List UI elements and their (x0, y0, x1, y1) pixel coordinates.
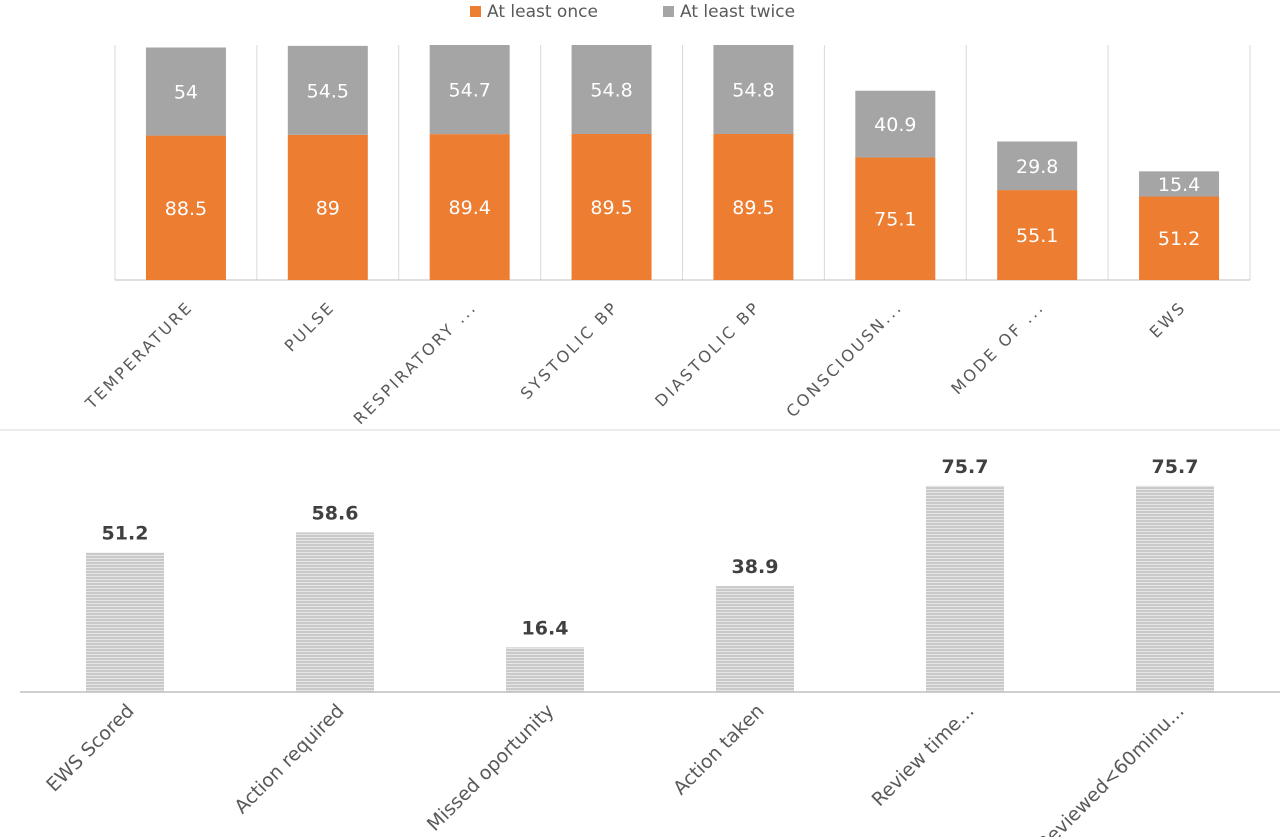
bar-at-least-twice-temperature (145, 47, 226, 136)
bar-at-least-twice-ews (1139, 171, 1220, 197)
data-label: 54.5 (307, 80, 349, 102)
bar-at-least-twice-pulse (287, 45, 368, 135)
data-label: 29.8 (1016, 156, 1058, 178)
bar-at-least-twice-respiratory (429, 45, 510, 135)
bar-at-least-once-mode-of (997, 190, 1078, 280)
data-label: 51.2 (1158, 228, 1200, 250)
x-tick-label: Missed oportunity (423, 700, 559, 836)
data-label: 75.1 (874, 209, 916, 231)
data-label: 75.7 (942, 456, 989, 478)
bar-action-taken (716, 586, 794, 692)
x-tick-label: PULSE (281, 297, 339, 355)
bar-action-required (296, 532, 374, 692)
legend-label: At least once (487, 2, 598, 22)
data-label: 75.7 (1152, 456, 1199, 478)
bar-review-time (926, 485, 1004, 692)
legend-label: At least twice (680, 2, 796, 22)
legend-item-at-least-twice: At least twice (663, 2, 795, 22)
bar-at-least-once-diastolic-bp (713, 133, 794, 280)
bar-reviewed-60minu (1136, 485, 1214, 692)
legend-swatch-orange (470, 6, 481, 17)
data-label: 51.2 (102, 523, 149, 545)
bar-at-least-once-systolic-bp (571, 133, 652, 280)
data-label: 88.5 (165, 198, 207, 220)
x-tick-label: EWS (1146, 297, 1190, 341)
data-label: 89.5 (590, 197, 632, 219)
x-tick-label: Action taken (669, 700, 768, 799)
bar-at-least-once-respiratory (429, 134, 510, 280)
data-label: 15.4 (1158, 174, 1200, 196)
x-tick-label: Action required (230, 700, 348, 818)
x-tick-label: Review time... (868, 700, 979, 811)
legend-item-at-least-once: At least once (470, 2, 598, 22)
data-label: 89.5 (732, 197, 774, 219)
bar-at-least-twice-mode-of (997, 141, 1078, 191)
x-tick-label: EWS Scored (42, 700, 138, 796)
data-label: 58.6 (312, 502, 359, 524)
bar-at-least-twice-systolic-bp (571, 45, 652, 134)
bar-at-least-once-pulse (287, 134, 368, 280)
bar-at-least-once-ews (1139, 196, 1220, 280)
data-label: 89 (316, 197, 340, 219)
bar-ews-scored (86, 552, 164, 692)
data-label: 89.4 (449, 197, 491, 219)
x-tick-label: CONSCIOUSN... (782, 297, 906, 421)
data-label: 55.1 (1016, 225, 1058, 247)
x-tick-label: MODE OF ... (947, 297, 1048, 398)
data-label: 54.8 (732, 79, 774, 101)
data-label: 54 (174, 82, 198, 104)
bar-at-least-twice-diastolic-bp (713, 45, 794, 134)
x-tick-label: TEMPERATURE (81, 297, 197, 413)
bar-missed-oportunity (506, 647, 584, 692)
x-tick-label: DIASTOLIC BP (651, 297, 764, 410)
bar-at-least-once-temperature (145, 135, 226, 280)
bar-at-least-twice-consciousn (855, 90, 936, 158)
bar-at-least-once-consciousn (855, 157, 936, 280)
data-label: 16.4 (522, 617, 569, 639)
data-label: 54.8 (590, 79, 632, 101)
data-label: 38.9 (732, 556, 779, 578)
legend: At least once At least twice (0, 0, 1280, 24)
data-label: 54.7 (449, 80, 491, 102)
x-tick-label: RESPIRATORY ... (350, 297, 481, 428)
data-label: 40.9 (874, 114, 916, 136)
x-tick-label: Reviewed<60minu... (1033, 700, 1188, 837)
legend-swatch-gray (663, 6, 674, 17)
x-tick-label: SYSTOLIC BP (517, 297, 623, 403)
